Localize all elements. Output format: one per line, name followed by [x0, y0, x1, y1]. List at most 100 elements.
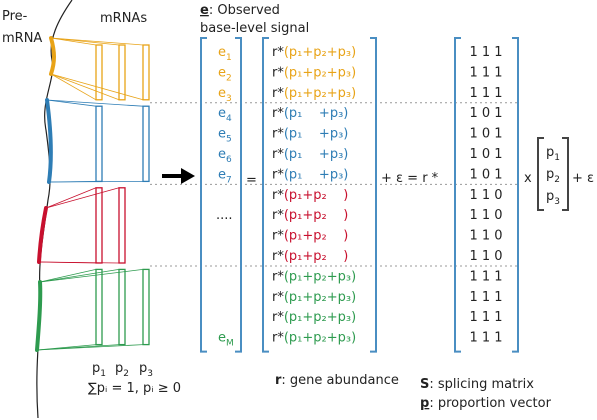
- e-entry-letter: e: [218, 106, 226, 121]
- isoform-label-letter: p: [92, 361, 100, 376]
- p-entry-sub: 2: [554, 175, 560, 185]
- e-entry-letter: e: [218, 86, 226, 101]
- r-expr: (p₁+p₂+p₃): [284, 331, 356, 346]
- p-entry-letter: p: [546, 167, 554, 182]
- s-entry: 1 0 1: [469, 127, 502, 142]
- bracket: [455, 38, 461, 352]
- constraint: ∑pᵢ = 1, pᵢ ≥ 0: [88, 381, 181, 396]
- isoform-label-sub: 1: [100, 369, 106, 379]
- isoform-label-letter: p: [115, 361, 123, 376]
- isoform-label-sub: 2: [123, 369, 129, 379]
- connector: [40, 269, 96, 282]
- s-entry: 1 0 1: [469, 147, 502, 162]
- r-expr: (p₁ +p₃): [284, 147, 349, 162]
- isoform-exon: [143, 45, 149, 100]
- r-entry: r*(p₁+p₂+p₃): [272, 290, 356, 305]
- r-prefix: r*: [272, 106, 284, 121]
- r-expr: (p₁ +p₃): [284, 127, 349, 142]
- isoform-label-letter: p: [139, 361, 147, 376]
- e-entry-letter: e: [218, 147, 226, 162]
- s-entry: 1 1 1: [469, 65, 502, 80]
- connector: [46, 188, 119, 208]
- isoform-exon: [119, 45, 125, 100]
- r-prefix: r*: [272, 290, 284, 305]
- r-entry: r*(p₁ +p₃): [272, 106, 348, 121]
- legend-symbol: p: [420, 396, 429, 411]
- r-prefix: r*: [272, 167, 284, 182]
- s-entry: 1 1 0: [469, 208, 502, 223]
- s-entry: 1 1 0: [469, 188, 502, 203]
- s-entry: 1 1 1: [469, 269, 502, 284]
- e-entry: e2: [218, 65, 232, 83]
- bracket: [562, 138, 568, 210]
- e-entry-sub: M: [226, 339, 234, 349]
- e-ellipsis: ....: [216, 208, 233, 223]
- r-prefix: r*: [272, 127, 284, 142]
- connector: [46, 188, 96, 208]
- e-entry-letter: e: [218, 45, 226, 60]
- mrnas-label: mRNAs: [100, 11, 147, 26]
- r-prefix: r*: [272, 331, 284, 346]
- equation: + ε = r *: [381, 171, 439, 186]
- s-entry: 1 0 1: [469, 167, 502, 182]
- e-entry-letter: e: [218, 65, 226, 80]
- e-entry-sub: 1: [226, 53, 232, 63]
- r-expr: (p₁ +p₃): [284, 106, 349, 121]
- isoform-exon: [96, 269, 102, 344]
- e-entry: e7: [218, 167, 232, 185]
- r-prefix: r*: [272, 229, 284, 244]
- e-entry-sub: 4: [226, 114, 232, 124]
- p-entry-sub: 1: [554, 153, 560, 163]
- connector: [51, 38, 143, 45]
- diagram: Pre-mRNAmRNAse: Observedbase-level signa…: [0, 0, 597, 420]
- e-entry: e3: [218, 86, 232, 104]
- connector: [51, 74, 119, 100]
- legend-entry: S: splicing matrix: [420, 377, 534, 392]
- isoform-exon: [143, 269, 149, 344]
- r-prefix: r*: [272, 86, 284, 101]
- s-entry: 1 1 1: [469, 45, 502, 60]
- bracket: [235, 38, 241, 352]
- p-entry-letter: p: [546, 145, 554, 160]
- connector: [47, 100, 143, 106]
- r-expr: (p₁ +p₃): [284, 167, 349, 182]
- r-expr: (p₁+p₂+p₃): [284, 269, 356, 284]
- s-entry: 1 1 0: [469, 229, 502, 244]
- connector: [47, 100, 96, 106]
- r-expr: (p₁+p₂+p₃): [284, 310, 356, 325]
- observed-text: base-level signal: [200, 21, 309, 36]
- p-entry-letter: p: [546, 189, 554, 204]
- r-prefix: r*: [272, 147, 284, 162]
- s-entry: 1 0 1: [469, 106, 502, 121]
- r-expr: (p₁+p₂ ): [284, 249, 349, 264]
- s-entry: 1 1 1: [469, 331, 502, 346]
- connector: [51, 74, 96, 100]
- r-prefix: r*: [272, 45, 284, 60]
- isoform-label: p2: [115, 361, 129, 379]
- bracket: [370, 38, 376, 352]
- equals: =: [246, 173, 257, 188]
- e-entry-letter: e: [218, 127, 226, 142]
- exon-segment: [39, 208, 46, 262]
- r-entry: r*(p₁ +p₃): [272, 167, 348, 182]
- r-entry: r*(p₁+p₂ ): [272, 249, 348, 264]
- bracket: [263, 38, 269, 352]
- r-entry: r*(p₁+p₂+p₃): [272, 269, 356, 284]
- r-prefix: r*: [272, 269, 284, 284]
- observed-title: e: Observed: [200, 3, 280, 18]
- bracket: [201, 38, 207, 352]
- r-entry: r*(p₁+p₂+p₃): [272, 86, 356, 101]
- p-entry-sub: 3: [554, 197, 560, 207]
- legend-entry: r: gene abundance: [275, 373, 399, 388]
- isoform-exon: [119, 188, 125, 263]
- isoform-exon: [96, 106, 102, 181]
- isoform-label: p3: [139, 361, 153, 379]
- legend-text: : proportion vector: [429, 396, 551, 411]
- legend-text: : splicing matrix: [429, 377, 534, 392]
- s-entry: 1 1 1: [469, 290, 502, 305]
- bracket: [538, 138, 544, 210]
- r-expr: (p₁+p₂+p₃): [284, 86, 356, 101]
- r-entry: r*(p₁+p₂+p₃): [272, 65, 356, 80]
- r-entry: r*(p₁ +p₃): [272, 147, 348, 162]
- gene-label: mRNA: [2, 31, 42, 46]
